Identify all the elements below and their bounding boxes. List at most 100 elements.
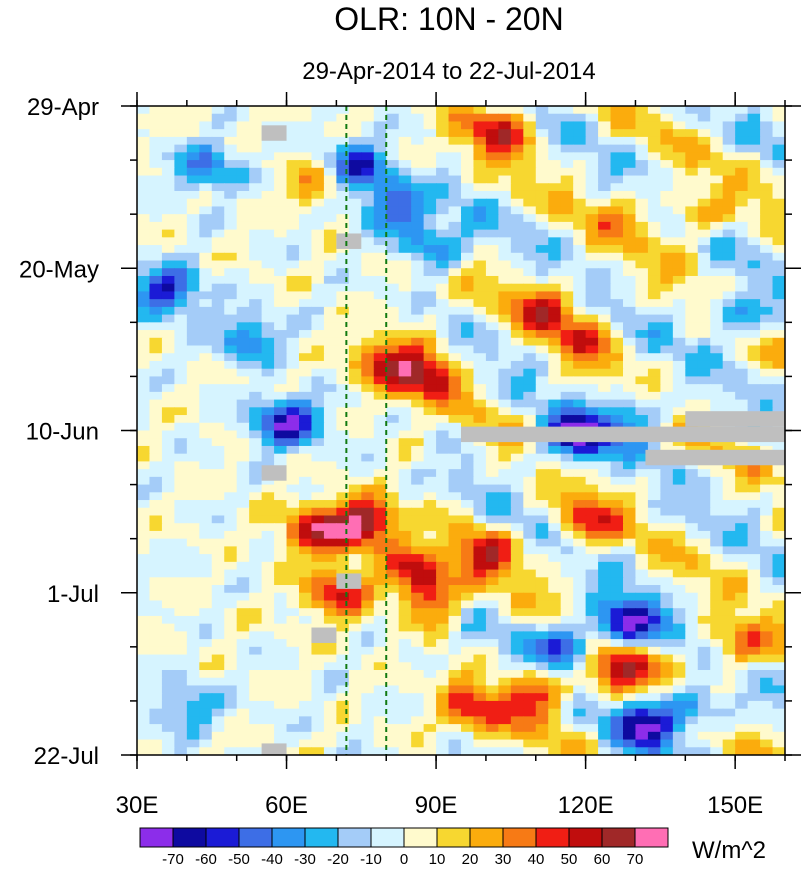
heatmap-cell (186, 538, 200, 547)
heatmap-cell (236, 407, 250, 416)
heatmap-cell (411, 700, 425, 710)
heatmap-cell (623, 129, 637, 138)
heatmap-cell (760, 136, 774, 146)
heatmap-cell (261, 299, 275, 308)
y-tick-label: 20-May (19, 256, 99, 283)
heatmap-cell (411, 330, 425, 339)
heatmap-cell (161, 167, 175, 177)
heatmap-cell (598, 237, 612, 246)
heatmap-cell (286, 492, 300, 501)
heatmap-cell (473, 415, 487, 424)
heatmap-cell (137, 530, 151, 540)
heatmap-cell (548, 693, 562, 702)
heatmap-cell (299, 600, 313, 609)
heatmap-cell (211, 453, 225, 463)
heatmap-cell (161, 615, 175, 625)
heatmap-cell (685, 376, 699, 385)
heatmap-cell (498, 391, 512, 401)
heatmap-cell (510, 476, 524, 486)
heatmap-cell (174, 283, 188, 293)
heatmap-cell (236, 330, 250, 339)
heatmap-cell (398, 206, 412, 215)
heatmap-cell (448, 592, 462, 602)
heatmap-cell (398, 731, 412, 741)
heatmap-cell (498, 237, 512, 246)
heatmap-cell (647, 631, 661, 640)
heatmap-cell (373, 183, 387, 192)
heatmap-cell (411, 523, 425, 532)
heatmap-cell (623, 345, 637, 354)
heatmap-cell (336, 183, 350, 192)
heatmap-cell (373, 129, 387, 138)
heatmap-cell (535, 345, 549, 354)
heatmap-cell (211, 731, 225, 741)
heatmap-cell (199, 608, 213, 617)
heatmap-cell (461, 283, 475, 293)
heatmap-cell (137, 438, 151, 447)
heatmap-cell (199, 546, 213, 555)
heatmap-cell (336, 623, 350, 632)
heatmap-cell (722, 700, 736, 710)
heatmap-cell (610, 646, 624, 656)
heatmap-cell (548, 190, 562, 200)
heatmap-cell (560, 360, 574, 370)
heatmap-cell (585, 530, 599, 540)
heatmap-cell (411, 206, 425, 215)
heatmap-cell (523, 175, 537, 184)
heatmap-cell (348, 399, 362, 408)
heatmap-cell (137, 167, 151, 177)
heatmap-cell (685, 716, 699, 725)
heatmap-cell (249, 515, 263, 524)
heatmap-cell (336, 608, 350, 617)
heatmap-cell (623, 275, 637, 285)
heatmap-cell (186, 306, 200, 316)
heatmap-cell (647, 144, 661, 153)
heatmap-cell (411, 384, 425, 393)
heatmap-cell (448, 615, 462, 625)
heatmap-cell (436, 739, 450, 748)
heatmap-cell (735, 546, 749, 555)
heatmap-cell (286, 438, 300, 447)
heatmap-cell (560, 368, 574, 378)
heatmap-cell (635, 492, 649, 501)
heatmap-cell (436, 500, 450, 509)
heatmap-cell (174, 260, 188, 269)
heatmap-cell (498, 523, 512, 532)
heatmap-cell (697, 245, 711, 254)
heatmap-cell (523, 700, 537, 710)
heatmap-cell (274, 113, 288, 123)
heatmap-cell (211, 136, 225, 146)
heatmap-cell (747, 523, 761, 532)
heatmap-cell (573, 739, 587, 748)
heatmap-cell (760, 546, 774, 555)
heatmap-cell (498, 384, 512, 393)
heatmap-cell (722, 530, 736, 540)
heatmap-cell (236, 322, 250, 331)
heatmap-cell (398, 453, 412, 463)
heatmap-cell (236, 113, 250, 123)
heatmap-cell (299, 360, 313, 370)
heatmap-cell (361, 708, 375, 717)
heatmap-cell (261, 376, 275, 385)
heatmap-cell (411, 585, 425, 594)
heatmap-cell (760, 708, 774, 717)
heatmap-cell (735, 345, 749, 354)
heatmap-cell (760, 306, 774, 316)
heatmap-cell (710, 546, 724, 555)
heatmap-cell (174, 662, 188, 671)
heatmap-cell (361, 422, 375, 432)
heatmap-cell (323, 252, 337, 262)
heatmap-cell (710, 577, 724, 586)
heatmap-cell (436, 322, 450, 331)
heatmap-cell (523, 376, 537, 385)
heatmap-cell (722, 507, 736, 517)
heatmap-cell (411, 461, 425, 470)
heatmap-cell (697, 136, 711, 146)
heatmap-cell (261, 500, 275, 509)
heatmap-cell (236, 600, 250, 609)
heatmap-cell (485, 670, 499, 679)
y-tick-label: 10-Jun (26, 419, 99, 446)
heatmap-cell (436, 299, 450, 308)
heatmap-cell (373, 438, 387, 447)
heatmap-cell (137, 221, 151, 231)
